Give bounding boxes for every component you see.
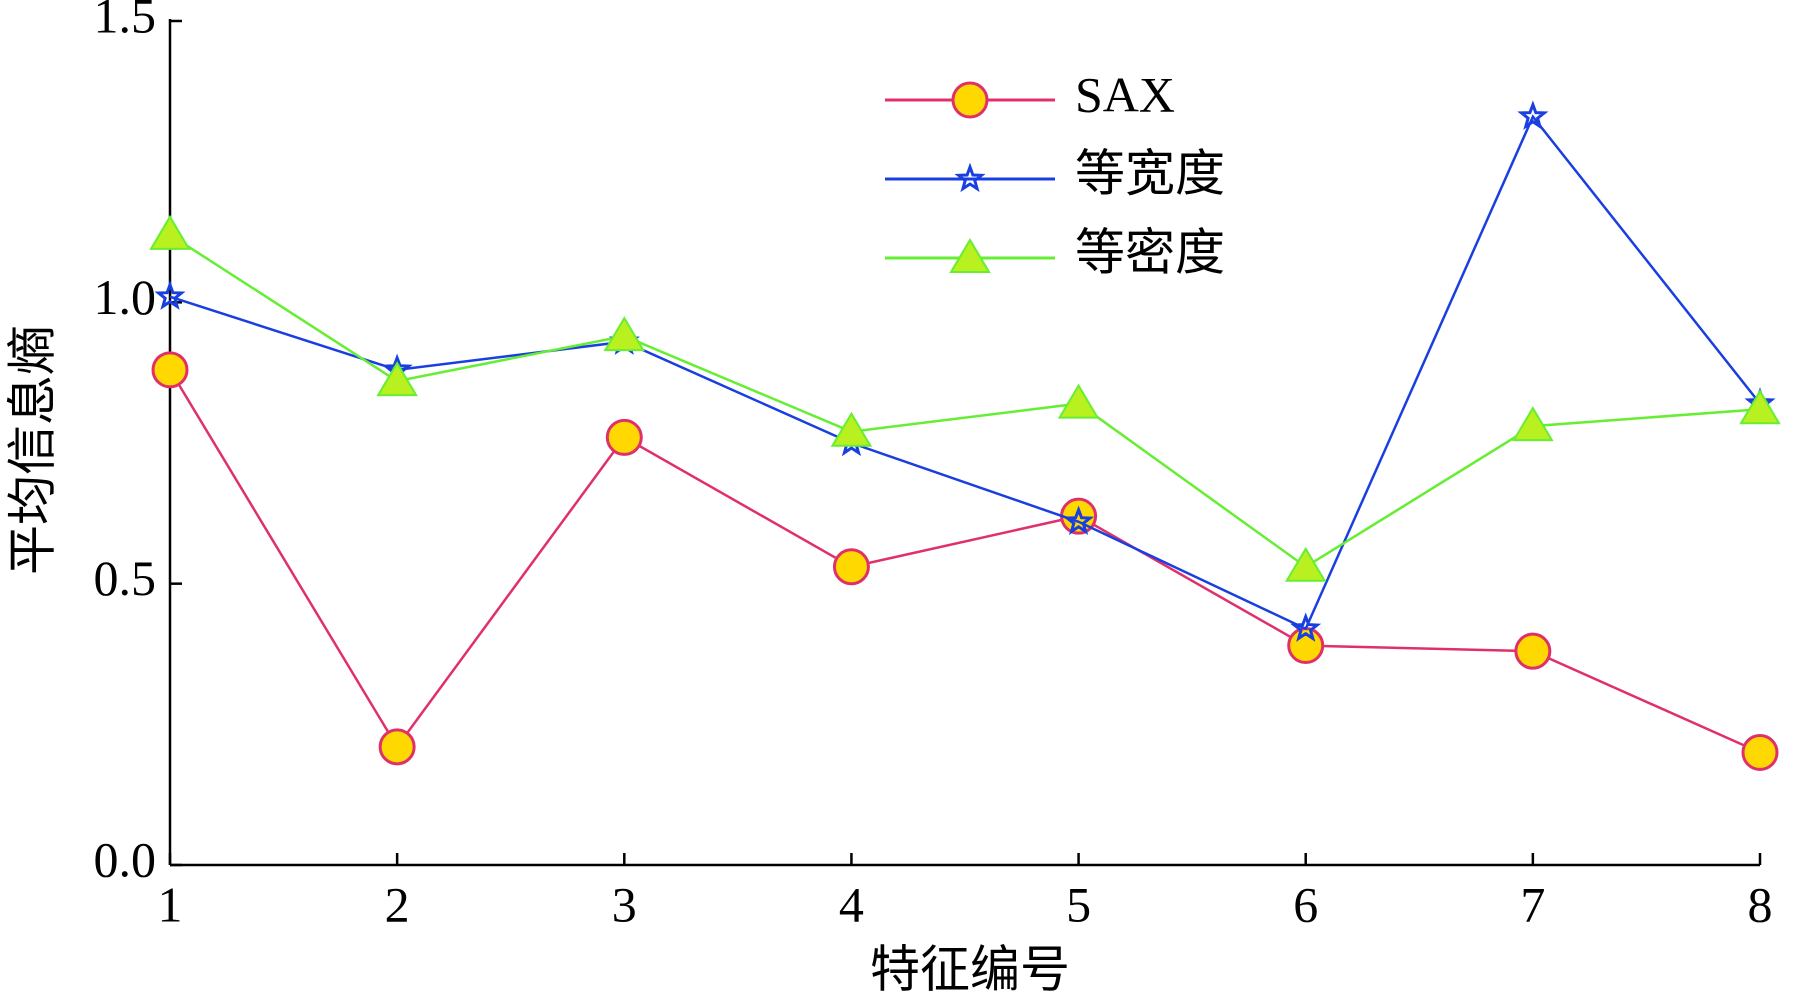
series: [149, 214, 1781, 582]
legend-label: 等宽度: [1075, 145, 1225, 201]
marker-circle: [1741, 733, 1779, 771]
marker-triangle: [603, 316, 646, 352]
x-tick-label: 3: [612, 876, 637, 932]
x-tick-label: 1: [158, 876, 183, 932]
marker-triangle: [1057, 383, 1100, 419]
x-axis-label: 特征编号: [870, 941, 1070, 997]
marker-circle: [1514, 632, 1552, 670]
y-tick-label: 0.5: [94, 550, 157, 606]
marker-circle: [605, 418, 643, 456]
series-line: [168, 369, 1761, 754]
y-tick-label: 0.0: [94, 831, 157, 887]
marker-triangle: [1284, 546, 1327, 582]
marker-star: [1517, 100, 1549, 130]
y-tick-label: 1.5: [94, 0, 157, 43]
series-line: [169, 233, 1761, 569]
marker-triangle: [1512, 406, 1554, 442]
marker-triangle: [376, 361, 418, 397]
legend-marker: [951, 81, 989, 119]
marker-triangle: [830, 411, 873, 447]
x-tick-label: 8: [1748, 876, 1773, 932]
legend-marker: [954, 162, 986, 193]
x-tick-label: 5: [1066, 876, 1091, 932]
marker-circle: [832, 548, 870, 586]
legend-label: 等密度: [1075, 224, 1225, 280]
marker-star: [154, 280, 186, 310]
marker-triangle: [1739, 389, 1781, 425]
x-tick-label: 6: [1293, 876, 1318, 932]
y-tick-label: 1.0: [94, 269, 157, 325]
series-line: [169, 114, 1761, 631]
legend-label: SAX: [1075, 66, 1175, 122]
x-tick-label: 2: [385, 876, 410, 932]
marker-star: [1063, 505, 1095, 536]
legend-marker: [949, 238, 991, 273]
x-tick-label: 4: [839, 876, 864, 932]
marker-star: [1290, 612, 1322, 642]
marker-triangle: [149, 214, 191, 250]
marker-circle: [151, 351, 189, 389]
x-tick-label: 7: [1520, 876, 1545, 932]
series: [151, 351, 1779, 771]
marker-circle: [378, 728, 416, 766]
y-axis-label: 平均信息熵: [4, 325, 60, 575]
